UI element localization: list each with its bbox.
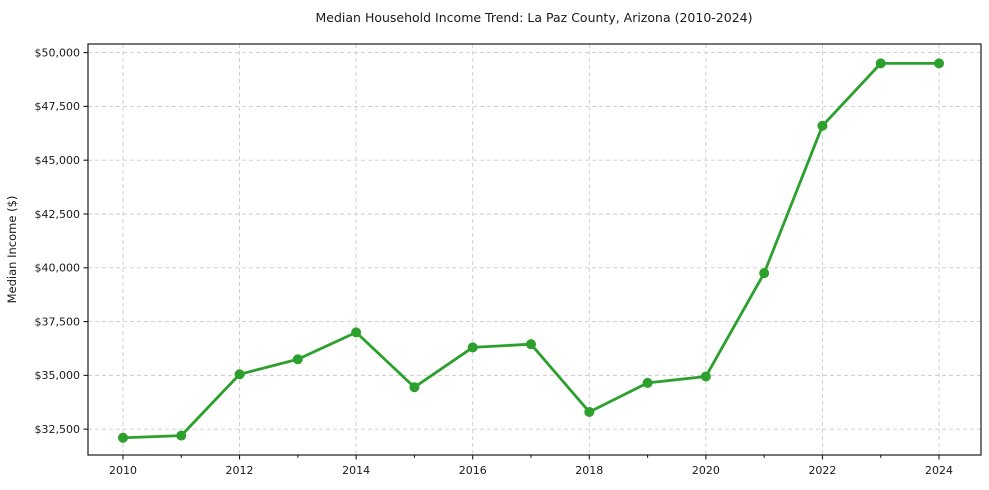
x-tick-label: 2016 xyxy=(459,464,487,477)
x-tick-label: 2024 xyxy=(925,464,953,477)
y-tick-label: $50,000 xyxy=(35,46,81,59)
axis-ticks: $32,500 $35,000 $37,500 $40,000 $42,500 $45,0… xyxy=(35,46,954,477)
data-point-2024 xyxy=(934,58,945,69)
data-point-2019 xyxy=(642,377,653,388)
x-tick-label: 2010 xyxy=(109,464,137,477)
y-tick-label: $35,000 xyxy=(35,369,81,382)
x-tick-label: 2012 xyxy=(226,464,254,477)
data-point-2011 xyxy=(176,430,187,441)
y-axis-label: Median Income ($) xyxy=(5,196,19,304)
y-tick-label: $32,500 xyxy=(35,423,81,436)
y-tick-label: $42,500 xyxy=(35,208,81,221)
data-point-2020 xyxy=(700,371,711,382)
y-tick-label: $47,500 xyxy=(35,100,81,113)
y-tick-label: $40,000 xyxy=(35,262,81,275)
data-point-2010 xyxy=(117,432,128,443)
data-point-2013 xyxy=(292,354,303,365)
data-point-2014 xyxy=(351,327,362,338)
y-tick-label: $37,500 xyxy=(35,315,81,328)
y-tick-label: $45,000 xyxy=(35,154,81,167)
x-tick-label: 2018 xyxy=(575,464,603,477)
data-point-2012 xyxy=(234,369,245,380)
data-series xyxy=(117,58,945,443)
trend-line xyxy=(121,61,941,440)
data-point-2022 xyxy=(817,120,828,131)
data-point-2015 xyxy=(409,382,420,393)
x-tick-label: 2020 xyxy=(692,464,720,477)
data-point-2018 xyxy=(584,406,595,417)
plot-border xyxy=(87,43,982,456)
chart-title: Median Household Income Trend: La Paz Co… xyxy=(316,10,753,25)
x-tick-label: 2022 xyxy=(808,464,836,477)
data-point-2016 xyxy=(467,342,478,353)
data-point-2023 xyxy=(875,58,886,69)
gridlines xyxy=(88,44,981,455)
x-tick-label: 2014 xyxy=(342,464,370,477)
data-point-2017 xyxy=(526,339,536,350)
data-point-2021 xyxy=(759,268,770,279)
